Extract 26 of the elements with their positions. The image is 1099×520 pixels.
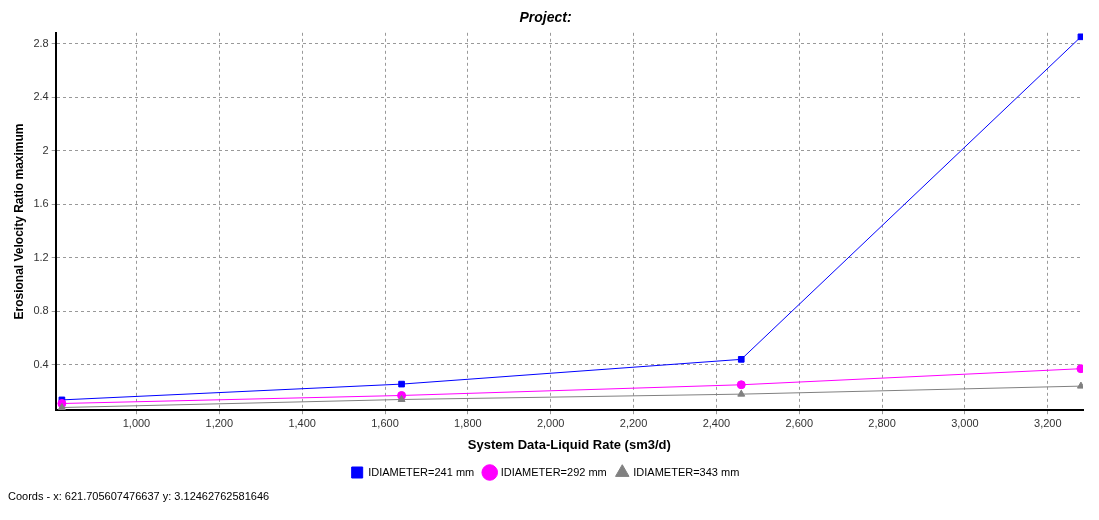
y-tick-label: 0.8 [33,304,49,317]
x-tick-label: 3,000 [951,416,979,429]
chart-title: Project: [519,9,572,26]
y-tick-label: 2.8 [33,36,49,49]
legend-label: IDIAMETER=343 mm [633,465,740,478]
x-tick-label: 1,000 [122,416,151,429]
legend-label: IDIAMETER=241 mm [368,465,475,478]
x-tick-label: 2,400 [702,416,731,429]
x-tick-label: 3,200 [1034,416,1062,429]
x-tick-label: 2,600 [785,416,814,429]
legend-label: IDIAMETER=292 mm [500,465,607,478]
x-tick-label: 2,000 [536,416,565,429]
y-axis-title: Erosional Velocity Ratio maximum [11,123,26,320]
x-tick-label: 2,200 [619,416,648,429]
x-tick-label: 1,200 [205,416,234,429]
y-tick-label: 2.4 [33,90,49,103]
x-tick-label: 1,400 [288,416,316,429]
y-tick-label: 1.2 [33,250,49,263]
y-tick-label: 1.6 [33,197,49,210]
x-axis-title: System Data-Liquid Rate (sm3/d) [467,436,671,452]
x-tick-label: 2,800 [868,416,896,429]
text: Coords - x: 621.705607476637 y: 3.12462762581646 [8,490,271,502]
y-tick-label: 0.4 [33,357,49,370]
y-tick-label: 2 [42,143,49,156]
x-tick-label: 1,800 [454,416,482,429]
x-tick-label: 1,600 [371,416,399,429]
